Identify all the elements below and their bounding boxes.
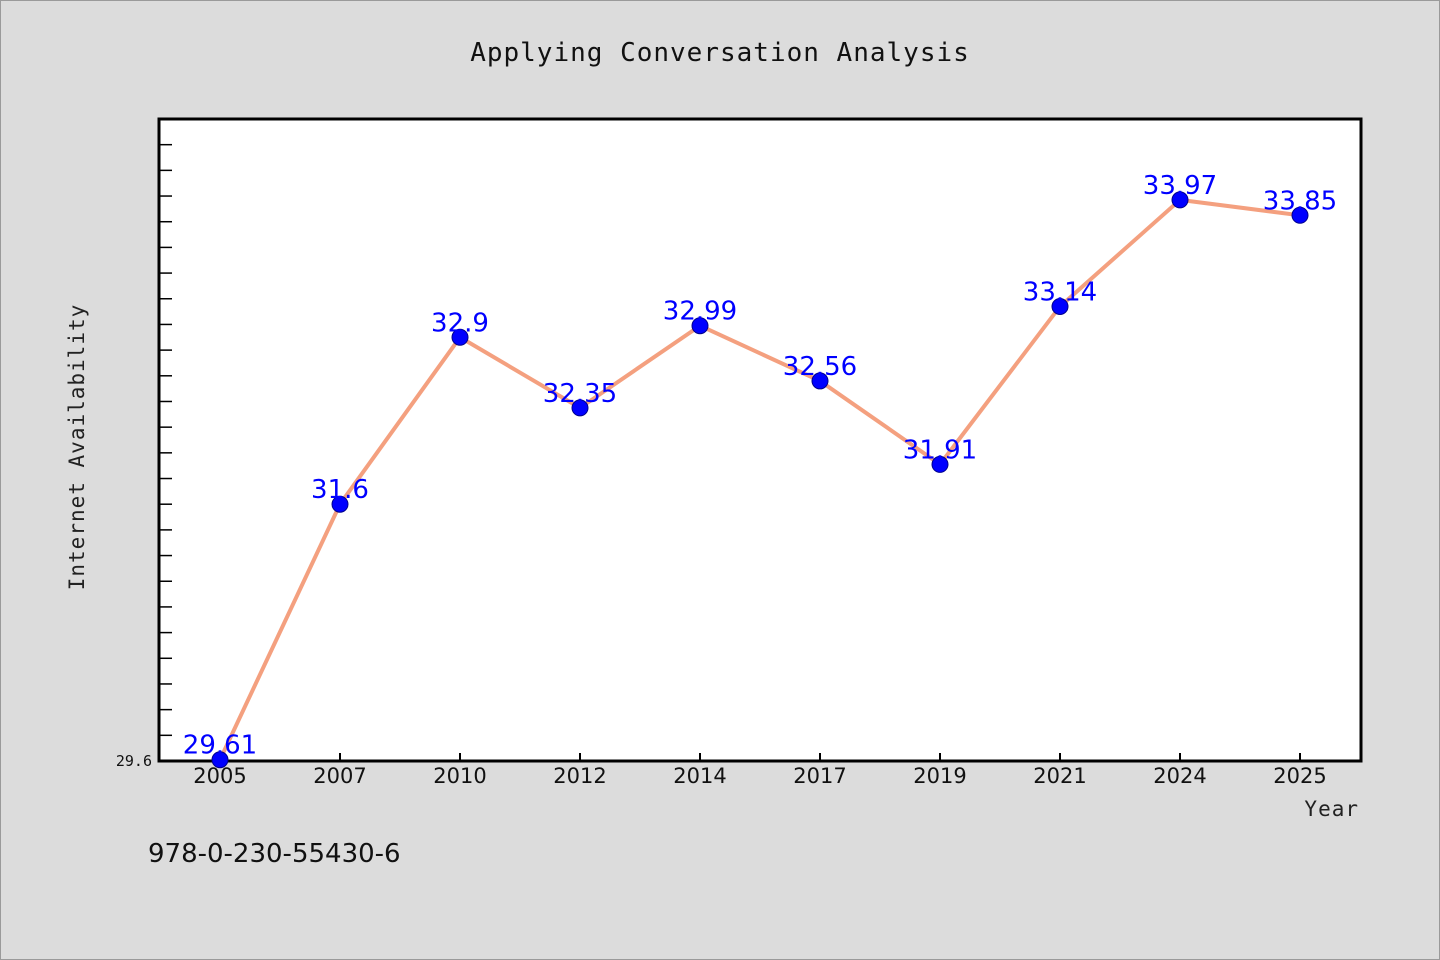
y-tick-label-min: 29.6 (116, 752, 152, 770)
plot-area (157, 117, 1363, 763)
data-point (211, 751, 229, 769)
series-line (218, 197, 1301, 761)
x-tick-label: 2017 (793, 764, 846, 788)
x-tick-label: 2007 (313, 764, 366, 788)
data-label: 33.85 (1263, 186, 1337, 216)
data-point (451, 328, 469, 346)
data-point (931, 455, 949, 473)
data-label: 29.61 (183, 731, 257, 761)
y-axis-ticks (159, 143, 172, 737)
data-point (571, 399, 589, 417)
data-point (1171, 191, 1189, 209)
data-point (331, 495, 349, 513)
x-tick-label: 2014 (673, 764, 726, 788)
x-axis-tick-labels: 2005 2007 2010 2012 2014 2017 2019 2021 2024 2025 (193, 764, 1326, 788)
x-tick-label: 2010 (433, 764, 486, 788)
data-label: 32.99 (663, 297, 737, 327)
data-label: 32.35 (543, 379, 617, 409)
y-axis-label: Internet Availability (65, 304, 89, 591)
data-point (1291, 206, 1309, 224)
data-point (811, 372, 829, 390)
footer-isbn: 978-0-230-55430-6 (148, 839, 401, 869)
x-tick-label: 2012 (553, 764, 606, 788)
data-label: 32.9 (431, 308, 489, 338)
x-tick-label: 2021 (1033, 764, 1086, 788)
data-labels: 29.61 31.6 32.9 32.35 32.99 32.56 31.91 33.14 33… (183, 171, 1337, 761)
x-tick-label: 2025 (1273, 764, 1326, 788)
series-markers (211, 191, 1309, 769)
chart-title: Applying Conversation Analysis (470, 38, 970, 68)
data-label: 32.56 (783, 352, 857, 382)
data-point (691, 317, 709, 335)
data-label: 33.14 (1023, 277, 1097, 307)
data-label: 33.97 (1143, 171, 1217, 201)
x-tick-label: 2019 (913, 764, 966, 788)
x-axis-label: Year (1304, 797, 1359, 821)
data-label: 31.6 (311, 475, 369, 505)
x-tick-label: 2024 (1153, 764, 1206, 788)
data-label: 31.91 (903, 435, 977, 465)
data-point (1051, 297, 1069, 315)
